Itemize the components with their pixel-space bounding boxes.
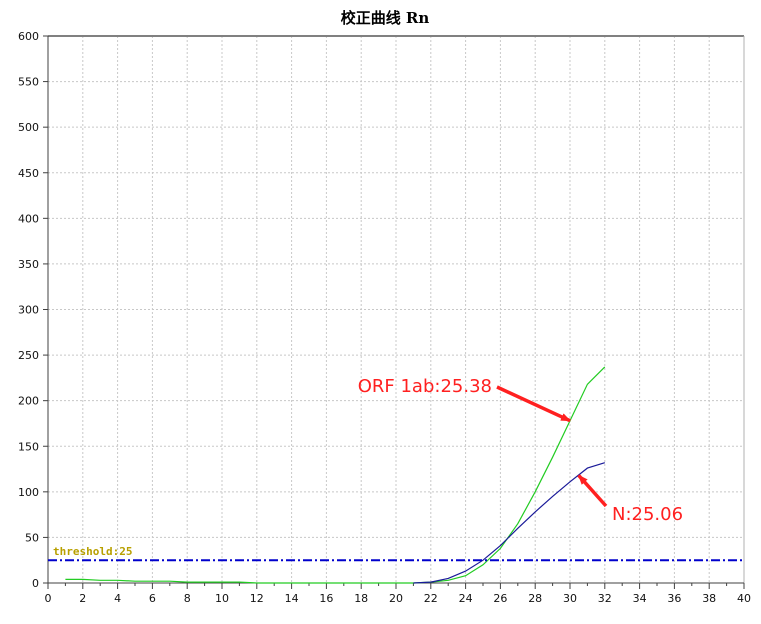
x-tick-label: 36: [667, 592, 681, 605]
x-tick-label: 38: [702, 592, 716, 605]
threshold-layer: threshold:25: [48, 545, 744, 562]
x-tick-label: 20: [389, 592, 403, 605]
y-tick-label: 100: [18, 486, 39, 499]
x-tick-label: 10: [215, 592, 229, 605]
annotation-label-orf1ab: ORF 1ab:25.38: [358, 376, 492, 397]
y-tick-label: 150: [18, 440, 39, 453]
x-tick-label: 18: [354, 592, 368, 605]
x-tick-label: 0: [45, 592, 52, 605]
chart-title: 校正曲线 Rn: [341, 9, 430, 27]
y-tick-label: 50: [25, 531, 39, 544]
series-line-orf1ab: [65, 366, 606, 584]
x-tick-label: 34: [633, 592, 647, 605]
y-tick-label: 400: [18, 212, 39, 225]
y-tick-label: 550: [18, 76, 39, 89]
series-layer: [65, 366, 606, 584]
x-tick-label: 32: [598, 592, 612, 605]
y-tick-label: 300: [18, 304, 39, 317]
x-tick-label: 16: [319, 592, 333, 605]
grid: [48, 35, 745, 583]
x-tick-label: 14: [285, 592, 299, 605]
x-tick-label: 4: [114, 592, 121, 605]
x-tick-label: 12: [250, 592, 264, 605]
annotation-arrow-n: [577, 474, 608, 508]
x-tick-label: 8: [184, 592, 191, 605]
x-tick-label: 22: [424, 592, 438, 605]
x-tick-label: 28: [528, 592, 542, 605]
y-tick-label: 500: [18, 121, 39, 134]
annotation-label-n: N:25.06: [612, 504, 683, 525]
y-tick-label: 450: [18, 167, 39, 180]
annotation-arrow-orf1ab: [496, 385, 571, 423]
series-line-n: [413, 462, 605, 584]
y-tick-label: 600: [18, 30, 39, 43]
y-tick-label: 350: [18, 258, 39, 271]
y-tick-label: 250: [18, 349, 39, 362]
y-tick-label: 0: [32, 577, 39, 590]
x-tick-label: 30: [563, 592, 577, 605]
x-tick-label: 6: [149, 592, 156, 605]
x-tick-label: 24: [459, 592, 473, 605]
threshold-label: threshold:25: [53, 545, 132, 558]
x-tick-label: 26: [493, 592, 507, 605]
y-tick-label: 200: [18, 395, 39, 408]
annotation-layer: ORF 1ab:25.38 N:25.06: [358, 376, 683, 525]
x-tick-label: 40: [737, 592, 751, 605]
x-tick-label: 2: [79, 592, 86, 605]
